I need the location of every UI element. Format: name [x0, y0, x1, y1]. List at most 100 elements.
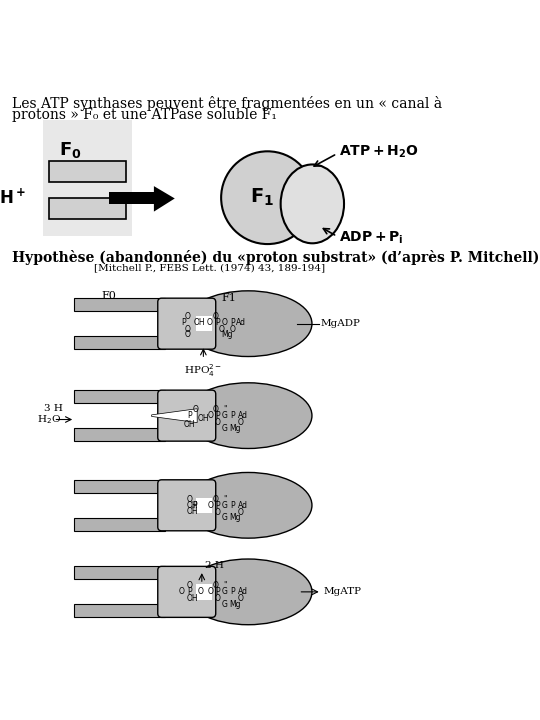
- Text: $\bf{H^+}$: $\bf{H^+}$: [0, 188, 25, 207]
- Text: O: O: [230, 325, 235, 333]
- Text: O: O: [222, 318, 228, 328]
- Text: O: O: [214, 508, 220, 517]
- Text: P: P: [231, 588, 235, 596]
- Bar: [197, 584, 212, 600]
- FancyBboxPatch shape: [158, 480, 215, 531]
- Text: Ad: Ad: [238, 588, 248, 596]
- Text: ": ": [223, 581, 227, 590]
- Bar: [197, 498, 212, 513]
- Ellipse shape: [185, 559, 312, 625]
- Text: G: G: [221, 513, 227, 522]
- Text: O: O: [179, 588, 185, 596]
- Text: O: O: [185, 312, 191, 321]
- Text: O: O: [197, 588, 203, 596]
- Text: F0: F0: [102, 291, 117, 301]
- Text: O: O: [186, 581, 192, 590]
- Text: O: O: [214, 418, 220, 427]
- Bar: [75, 480, 165, 493]
- Text: O: O: [238, 418, 244, 427]
- Text: OH: OH: [184, 420, 195, 428]
- Text: O: O: [186, 495, 192, 503]
- Bar: [49, 161, 126, 182]
- Text: $\bf{F_0}$: $\bf{F_0}$: [59, 140, 82, 160]
- Text: ": ": [223, 495, 227, 503]
- Text: O: O: [207, 318, 212, 328]
- Text: P: P: [231, 501, 235, 510]
- Text: Ad: Ad: [235, 318, 246, 328]
- Ellipse shape: [221, 151, 314, 244]
- Text: P: P: [187, 588, 192, 596]
- Text: P: P: [187, 411, 192, 420]
- FancyBboxPatch shape: [158, 298, 215, 349]
- Text: $\bf{ATP+H_2O}$: $\bf{ATP+H_2O}$: [339, 143, 418, 160]
- Bar: [75, 518, 165, 531]
- Text: O: O: [213, 581, 219, 590]
- Text: O: O: [213, 405, 219, 414]
- Text: Mg: Mg: [221, 330, 233, 339]
- Text: G: G: [222, 501, 228, 510]
- Text: P: P: [231, 318, 235, 328]
- Text: G: G: [222, 588, 228, 596]
- Text: Mg: Mg: [230, 423, 241, 433]
- Text: O: O: [238, 594, 244, 603]
- Ellipse shape: [185, 472, 312, 538]
- Text: O: O: [193, 405, 199, 414]
- Text: MgATP: MgATP: [323, 588, 361, 596]
- Text: Les ATP synthases peuvent être fragmentées en un « canal à: Les ATP synthases peuvent être fragmenté…: [12, 96, 443, 111]
- Text: G: G: [221, 600, 227, 608]
- Bar: [109, 192, 154, 204]
- Text: O: O: [207, 588, 213, 596]
- Text: ": ": [223, 405, 227, 414]
- Text: protons » F₀ et une ATPase soluble F₁: protons » F₀ et une ATPase soluble F₁: [12, 108, 278, 122]
- Text: P: P: [215, 411, 220, 420]
- Text: O: O: [185, 325, 191, 333]
- Text: $\bf{F_1}$: $\bf{F_1}$: [250, 187, 274, 208]
- Ellipse shape: [281, 164, 344, 243]
- Text: O: O: [207, 411, 213, 420]
- Bar: [197, 316, 212, 331]
- Text: MgADP: MgADP: [321, 319, 361, 328]
- Text: G: G: [222, 411, 228, 420]
- Bar: [43, 120, 132, 236]
- Text: O: O: [207, 501, 213, 510]
- Text: Ad: Ad: [238, 501, 248, 510]
- FancyBboxPatch shape: [158, 390, 215, 441]
- Text: O: O: [213, 495, 219, 503]
- Text: P: P: [182, 318, 186, 328]
- Text: $\bf{ADP + P_i}$: $\bf{ADP + P_i}$: [339, 230, 403, 246]
- Ellipse shape: [185, 291, 312, 356]
- Text: OH: OH: [186, 593, 198, 603]
- Text: Mg: Mg: [230, 600, 241, 608]
- Text: 2 H: 2 H: [205, 561, 224, 570]
- Bar: [75, 428, 165, 441]
- Text: HPO$_4^{2-}$: HPO$_4^{2-}$: [184, 362, 222, 379]
- Text: Mg: Mg: [230, 513, 241, 522]
- Text: Ad: Ad: [238, 411, 248, 420]
- Text: OH: OH: [194, 318, 206, 328]
- Polygon shape: [152, 409, 197, 423]
- Bar: [49, 198, 126, 220]
- Text: OH: OH: [197, 414, 209, 423]
- Text: P: P: [231, 411, 235, 420]
- Text: P: P: [192, 501, 197, 510]
- Bar: [75, 567, 165, 580]
- Text: Hypothèse (abandonnée) du «proton substrat» (d’après P. Mitchell): Hypothèse (abandonnée) du «proton substr…: [12, 251, 540, 265]
- Text: G: G: [221, 423, 227, 433]
- Text: OH: OH: [186, 507, 198, 516]
- Text: H$_2$O: H$_2$O: [37, 413, 61, 426]
- Text: O: O: [238, 508, 244, 517]
- Text: O: O: [185, 330, 191, 339]
- Text: OH: OH: [186, 501, 198, 510]
- Text: [Mitchell P., FEBS Lett. (1974) 43, 189-194]: [Mitchell P., FEBS Lett. (1974) 43, 189-…: [94, 264, 325, 272]
- Text: P: P: [215, 588, 220, 596]
- Text: F1: F1: [221, 293, 237, 302]
- Bar: [75, 390, 165, 403]
- FancyBboxPatch shape: [158, 567, 215, 617]
- Bar: [75, 298, 165, 311]
- Text: O: O: [213, 312, 219, 321]
- Text: 3 H: 3 H: [44, 404, 63, 413]
- Text: P: P: [215, 501, 220, 510]
- Bar: [75, 604, 165, 617]
- Text: P: P: [215, 318, 220, 328]
- Text: O: O: [214, 594, 220, 603]
